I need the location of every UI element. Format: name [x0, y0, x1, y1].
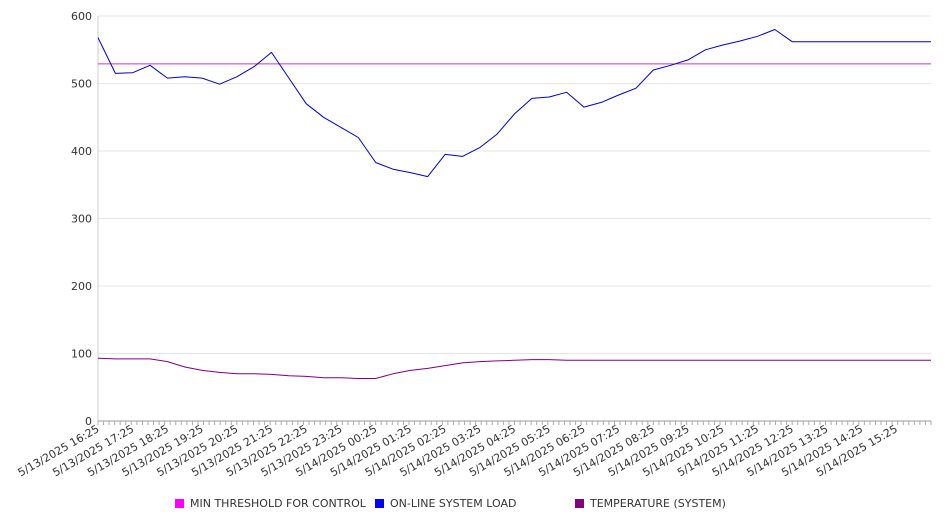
legend: MIN THRESHOLD FOR CONTROL ON-LINE SYSTEM…	[0, 497, 946, 515]
x-axis-ticks: 5/13/2025 16:255/13/2025 17:255/13/2025 …	[16, 421, 932, 479]
y-axis-ticks: 0 100 200 300 400 500 600	[71, 10, 92, 428]
legend-item-system-load[interactable]: ON-LINE SYSTEM LOAD	[375, 497, 516, 510]
y-tick-label: 100	[71, 348, 92, 361]
legend-swatch	[175, 499, 184, 508]
y-tick-label: 600	[71, 10, 92, 23]
legend-swatch	[575, 499, 584, 508]
y-tick-label: 200	[71, 280, 92, 293]
legend-label: TEMPERATURE (SYSTEM)	[590, 497, 726, 510]
y-tick-label: 400	[71, 145, 92, 158]
legend-item-min-threshold[interactable]: MIN THRESHOLD FOR CONTROL	[175, 497, 366, 510]
series-line-2	[97, 357, 931, 379]
y-tick-label: 300	[71, 213, 92, 226]
legend-label: MIN THRESHOLD FOR CONTROL	[190, 497, 366, 510]
legend-swatch	[375, 499, 384, 508]
series-lines	[97, 29, 931, 379]
legend-item-temperature[interactable]: TEMPERATURE (SYSTEM)	[575, 497, 726, 510]
grid-lines	[98, 15, 931, 354]
series-line-1	[97, 29, 931, 178]
y-tick-label: 500	[71, 78, 92, 91]
legend-label: ON-LINE SYSTEM LOAD	[390, 497, 517, 510]
y-tick-label: 0	[85, 415, 92, 428]
